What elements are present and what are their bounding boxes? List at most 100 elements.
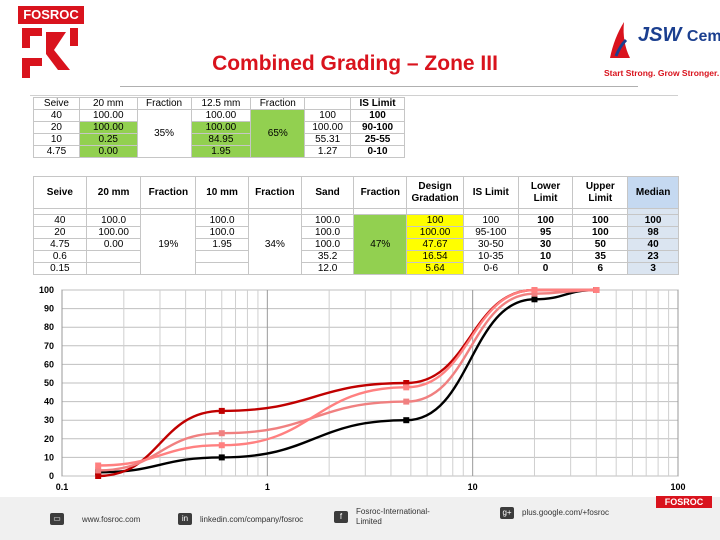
- table-cell: 100.0: [300, 214, 355, 227]
- series-point: [218, 454, 225, 461]
- header-cell: Median: [627, 176, 679, 209]
- title-divider: [120, 86, 638, 87]
- header-cell: Design Gradation: [406, 176, 464, 209]
- spacer-row: [33, 208, 679, 215]
- table-cell: 3: [627, 262, 679, 275]
- table-cell: 100: [406, 214, 464, 227]
- y-tick-label: 0: [49, 471, 54, 481]
- table-cell: 23: [627, 250, 679, 263]
- table-cell: 100: [304, 109, 352, 122]
- table-header-row: Seive 20 mm Fraction 12.5 mm Fraction IS…: [33, 97, 405, 110]
- footer-website-text: www.fosroc.com: [82, 514, 141, 524]
- table-row: 20 100.00 100.00 100.00 90-100: [33, 121, 405, 134]
- series-point: [218, 407, 225, 414]
- y-tick-label: 100: [39, 285, 54, 295]
- footer-fosroc-badge: FOSROC: [656, 496, 712, 508]
- series-point: [403, 380, 410, 386]
- table-cell: [195, 262, 249, 275]
- table-cell: 100.00: [406, 226, 464, 239]
- header-cell: Fraction: [353, 176, 408, 209]
- fraction-10-cell: 34%: [247, 214, 302, 275]
- table-cell: 1.27: [304, 145, 352, 158]
- footer-linkedin-link[interactable]: in linkedin.com/company/fosroc: [178, 513, 303, 525]
- fraction-20-cell: 35%: [136, 109, 192, 158]
- series-point: [531, 290, 538, 297]
- monitor-icon: ▭: [50, 513, 64, 525]
- series-point: [95, 462, 102, 469]
- footer-gplus-text: plus.google.com/+fosroc: [522, 508, 609, 517]
- table-cell: 4.75: [33, 145, 80, 158]
- series-point: [593, 287, 600, 293]
- series-point: [531, 287, 538, 293]
- footer-website-link[interactable]: ▭ www.fosroc.com: [50, 513, 140, 525]
- slide-title: Combined Grading – Zone III: [212, 52, 498, 75]
- table-cell: 95-100: [462, 226, 519, 239]
- coarse-aggregate-table: Seive 20 mm Fraction 12.5 mm Fraction IS…: [33, 97, 405, 158]
- table-cell: 1.95: [190, 145, 252, 158]
- table-cell: 0: [517, 262, 574, 275]
- table-row: 40 100.0 19% 100.0 34% 100.0 47% 100 100…: [33, 214, 679, 275]
- facebook-icon: f: [334, 511, 348, 523]
- table-cell: 47.67: [406, 238, 464, 251]
- series-point: [403, 417, 410, 424]
- footer-gplus-link[interactable]: g+ plus.google.com/+fosroc: [500, 507, 609, 519]
- y-tick-label: 50: [44, 378, 54, 388]
- table-cell: 20: [33, 226, 87, 239]
- x-tick-label: 1: [265, 482, 270, 492]
- table-cell: 100.00: [190, 109, 252, 122]
- table-cell: 1.95: [195, 238, 249, 251]
- table-row: 4.75 0.00 1.95 1.27 0-10: [33, 145, 405, 158]
- table-cell: [85, 262, 142, 275]
- google-plus-icon: g+: [500, 507, 514, 519]
- series-point: [218, 442, 225, 449]
- header-cell: 10 mm: [195, 176, 249, 209]
- header-cell: Sand: [300, 176, 355, 209]
- table-row: 40 100.00 35% 100.00 65% 100 100: [33, 109, 405, 158]
- y-tick-label: 10: [44, 452, 54, 462]
- header-cell: 20 mm: [85, 176, 142, 209]
- series-point: [95, 467, 102, 474]
- jsw-emblem-icon: [610, 22, 630, 58]
- table-cell: 0-6: [462, 262, 519, 275]
- table-cell: 40: [627, 238, 679, 251]
- table-cell: 0.25: [78, 133, 138, 146]
- header-cell: Fraction: [247, 176, 302, 209]
- table-cell: 84.95: [190, 133, 252, 146]
- y-tick-label: 30: [44, 415, 54, 425]
- table-row: 10 0.25 84.95 55.31 25-55: [33, 133, 405, 146]
- table-cell: 100: [462, 214, 519, 227]
- table-cell: 0.00: [85, 238, 142, 251]
- table-cell: 25-55: [350, 133, 405, 146]
- x-tick-label: 0.1: [56, 482, 69, 492]
- table-cell: 100.0: [300, 226, 355, 239]
- table-cell: 98: [627, 226, 679, 239]
- table-cell: 90-100: [350, 121, 405, 134]
- table-cell: [85, 250, 142, 263]
- jsw-brand-name: JSW: [638, 24, 682, 46]
- table-cell: 12.0: [300, 262, 355, 275]
- table-cell: 40: [33, 109, 80, 122]
- footer-facebook-link[interactable]: f Fosroc-International-Limited: [334, 507, 432, 527]
- table-cell: [195, 250, 249, 263]
- table-cell: 16.54: [406, 250, 464, 263]
- table-header-row: Seive 20 mm Fraction 10 mm Fraction Sand…: [33, 176, 679, 209]
- table-cell: 10-35: [462, 250, 519, 263]
- table-cell: 100.0: [195, 226, 249, 239]
- x-tick-label: 10: [468, 482, 478, 492]
- table-cell: 30-50: [462, 238, 519, 251]
- series-point: [218, 430, 225, 437]
- table-cell: 30: [517, 238, 574, 251]
- header-cell: Fraction: [140, 176, 197, 209]
- jsw-brand-text: JSW Cement: [638, 24, 720, 47]
- table-cell: 40: [33, 214, 87, 227]
- footer-facebook-text: Fosroc-International-Limited: [356, 507, 430, 526]
- combined-grading-table: Seive 20 mm Fraction 10 mm Fraction Sand…: [33, 176, 679, 275]
- table-cell: 10: [517, 250, 574, 263]
- footer-linkedin-text: linkedin.com/company/fosroc: [200, 514, 304, 524]
- header-cell: IS Limit: [350, 97, 405, 110]
- jsw-brand-product: Cement: [686, 28, 720, 45]
- table-row: 0.15 12.0 5.64 0-6 0 6 3: [33, 262, 679, 275]
- y-tick-label: 40: [44, 397, 54, 407]
- table-cell: 0.15: [33, 262, 87, 275]
- header-cell: 20 mm: [78, 97, 138, 110]
